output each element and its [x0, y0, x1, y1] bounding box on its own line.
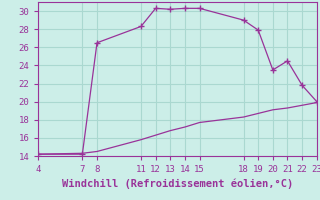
X-axis label: Windchill (Refroidissement éolien,°C): Windchill (Refroidissement éolien,°C) [62, 178, 293, 189]
